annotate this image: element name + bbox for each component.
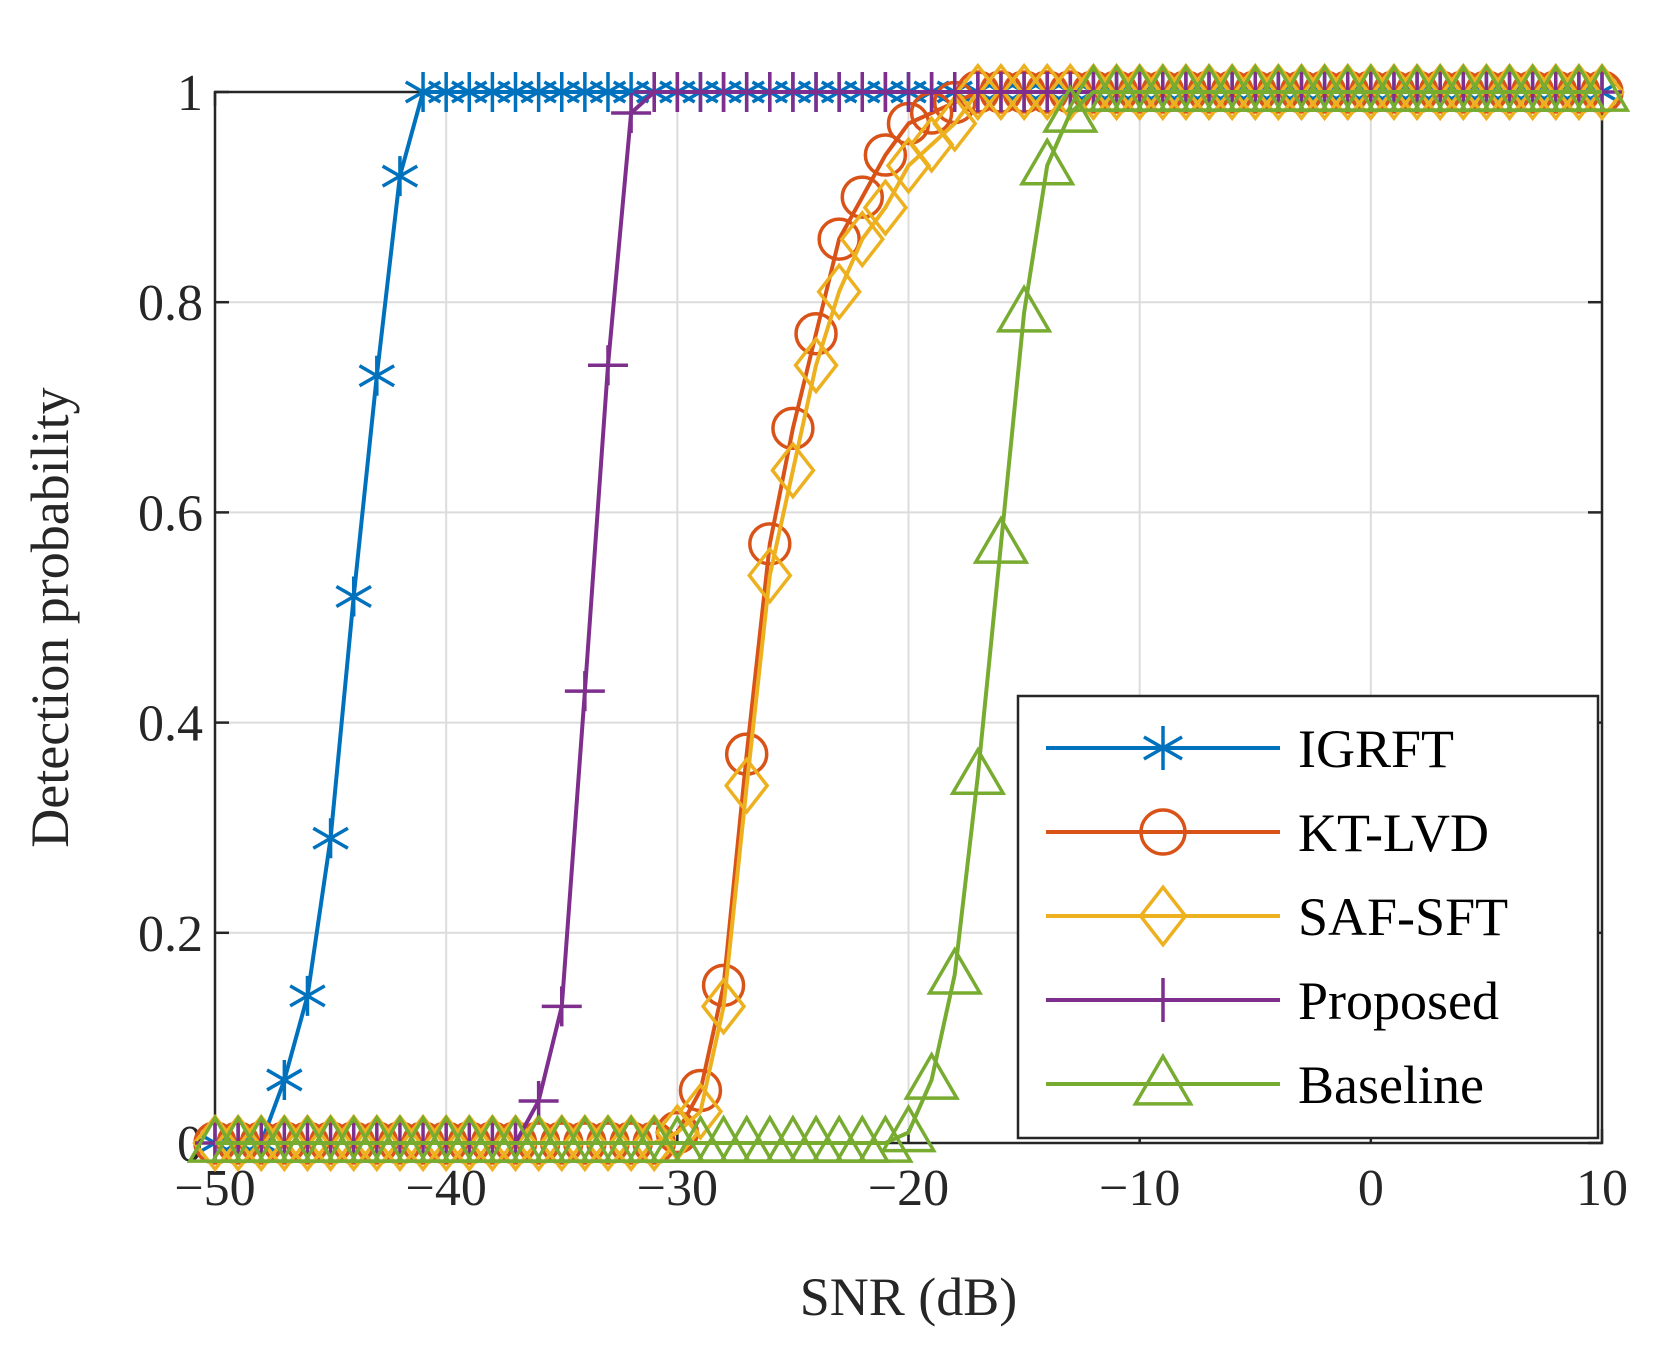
x-tick-label: −10 — [1099, 1160, 1180, 1217]
data-point — [793, 336, 839, 395]
y-tick-label: 0.2 — [138, 906, 203, 963]
y-axis-label: Detection probability — [20, 387, 80, 847]
data-point — [771, 406, 815, 451]
data-point — [1001, 62, 1047, 122]
data-point — [700, 977, 747, 1036]
data-point — [816, 262, 862, 321]
data-point — [995, 284, 1053, 333]
data-point — [794, 311, 838, 356]
data-point — [817, 217, 861, 261]
legend-item: Baseline — [1046, 1052, 1484, 1115]
legend-label: KT-LVD — [1298, 803, 1489, 863]
data-point — [587, 345, 628, 386]
data-point — [863, 133, 908, 177]
legend-item: SAF-SFT — [1046, 884, 1508, 948]
series-line — [215, 90, 1602, 1145]
data-point — [312, 818, 349, 859]
legend: IGRFT KT-LVD SAF-SFT Proposed Baseline — [1016, 694, 1600, 1140]
data-point — [1024, 62, 1070, 122]
data-point — [926, 946, 983, 995]
x-tick-label: 10 — [1576, 1160, 1628, 1217]
data-point — [978, 62, 1024, 122]
data-point — [748, 522, 792, 566]
y-tick-label: 0.8 — [138, 275, 203, 332]
legend-label: Baseline — [1298, 1055, 1484, 1115]
data-point — [611, 93, 652, 134]
data-point — [770, 441, 816, 500]
legend-marker — [1141, 978, 1185, 1022]
data-point — [358, 355, 396, 396]
data-point — [541, 986, 582, 1027]
x-tick-label: 0 — [1358, 1160, 1384, 1217]
y-tick-label: 0.6 — [138, 485, 203, 542]
x-tick-label: −30 — [637, 1160, 718, 1217]
data-point — [857, 1114, 914, 1163]
data-point — [266, 1059, 303, 1100]
data-point — [903, 1051, 960, 1100]
data-point — [972, 515, 1030, 564]
legend-item: Proposed — [1046, 971, 1499, 1031]
data-point — [1573, 63, 1631, 112]
data-point — [335, 576, 372, 617]
data-point — [747, 546, 793, 605]
x-axis-label: SNR (dB) — [800, 1267, 1018, 1327]
data-point — [949, 746, 1007, 796]
data-point — [955, 62, 1001, 122]
data-point — [723, 756, 770, 815]
data-point — [1018, 136, 1076, 186]
legend-marker — [1138, 884, 1188, 948]
data-point — [564, 671, 605, 712]
legend-label: SAF-SFT — [1298, 887, 1508, 947]
data-point — [518, 1080, 559, 1121]
data-point — [289, 975, 326, 1016]
legend-label: IGRFT — [1298, 719, 1454, 779]
data-point — [381, 156, 419, 197]
data-point — [862, 178, 909, 237]
legend-item: KT-LVD — [1046, 803, 1489, 863]
data-point — [880, 1103, 937, 1153]
data-point — [840, 175, 885, 219]
data-point — [677, 1082, 724, 1141]
y-tick-label: 1 — [177, 65, 203, 122]
series-layer — [186, 62, 1631, 1173]
legend-marker — [1139, 808, 1187, 856]
y-tick-label: 0.4 — [138, 696, 203, 753]
legend-label: Proposed — [1298, 971, 1499, 1031]
x-tick-label: −20 — [868, 1160, 949, 1217]
series-baseline — [186, 63, 1631, 1163]
legend-item: IGRFT — [1046, 719, 1454, 779]
legend-marker — [1132, 1052, 1194, 1106]
data-point — [839, 210, 885, 269]
legend-marker — [1143, 726, 1183, 770]
data-point — [932, 94, 978, 153]
